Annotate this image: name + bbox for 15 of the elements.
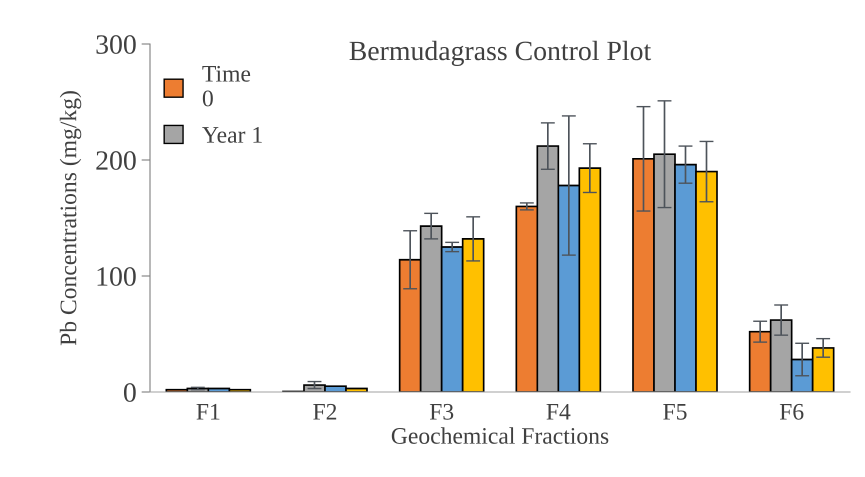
x-tick-label: F2 xyxy=(313,404,336,420)
x-axis-title: Geochemical Fractions xyxy=(392,427,608,444)
legend-label: Time 0 xyxy=(202,66,250,106)
y-tick-label: 200 xyxy=(96,151,136,170)
chart-title: Bermudagrass Control Plot xyxy=(350,40,652,66)
x-tick-label: F1 xyxy=(196,404,220,420)
y-axis-title: Pb Concentrations (mg/kg) xyxy=(60,91,82,346)
x-tick-label: F5 xyxy=(663,404,687,420)
y-tick-label: 0 xyxy=(124,383,136,402)
x-tick-label: F3 xyxy=(430,404,454,420)
y-tick-label: 100 xyxy=(98,267,136,286)
y-tick-label: 300 xyxy=(96,35,136,54)
legend-label: Year 1 xyxy=(202,127,262,143)
x-tick-label: F6 xyxy=(780,404,804,420)
x-tick-label: F4 xyxy=(546,404,570,420)
